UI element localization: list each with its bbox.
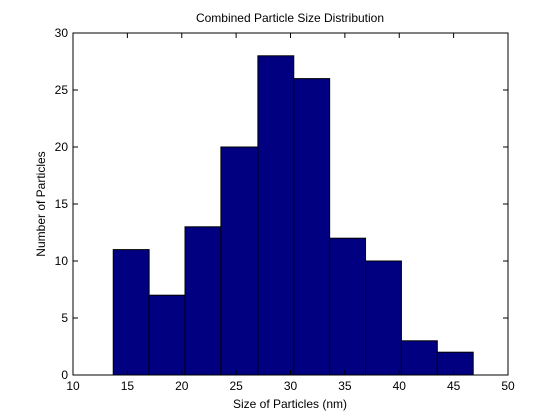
y-tick-label: 10 bbox=[55, 254, 69, 268]
bars-group bbox=[112, 55, 474, 376]
histogram-bar bbox=[184, 226, 222, 376]
y-axis-label: Number of Particles bbox=[34, 151, 48, 256]
histogram-bar bbox=[220, 146, 259, 376]
histogram-bar bbox=[112, 249, 150, 376]
y-axis-ticks: 0 5 10 15 20 25 30 bbox=[55, 26, 508, 382]
chart-title: Combined Particle Size Distribution bbox=[196, 11, 384, 25]
histogram-bar bbox=[148, 294, 186, 376]
histogram-bar bbox=[293, 78, 331, 376]
y-tick-label: 5 bbox=[61, 311, 68, 325]
x-tick-label: 30 bbox=[284, 379, 298, 393]
x-tick-label: 50 bbox=[501, 379, 515, 393]
y-tick-label: 30 bbox=[55, 26, 69, 40]
histogram-bar bbox=[365, 260, 402, 376]
x-tick-label: 40 bbox=[393, 379, 407, 393]
histogram-bar bbox=[329, 237, 367, 376]
histogram-bar bbox=[400, 340, 438, 376]
y-tick-label: 0 bbox=[61, 368, 68, 382]
x-axis-ticks: 10 15 20 25 30 35 40 45 50 bbox=[66, 33, 515, 393]
x-tick-label: 10 bbox=[66, 379, 80, 393]
x-tick-label: 35 bbox=[338, 379, 352, 393]
x-tick-label: 15 bbox=[121, 379, 135, 393]
y-tick-label: 15 bbox=[55, 197, 69, 211]
y-tick-label: 25 bbox=[55, 83, 69, 97]
x-axis-label: Size of Particles (nm) bbox=[233, 397, 347, 411]
y-tick-label: 20 bbox=[55, 140, 69, 154]
histogram-bar bbox=[257, 55, 295, 376]
x-tick-label: 25 bbox=[229, 379, 243, 393]
x-tick-label: 45 bbox=[447, 379, 461, 393]
histogram-bar bbox=[436, 351, 474, 376]
x-tick-label: 20 bbox=[175, 379, 189, 393]
